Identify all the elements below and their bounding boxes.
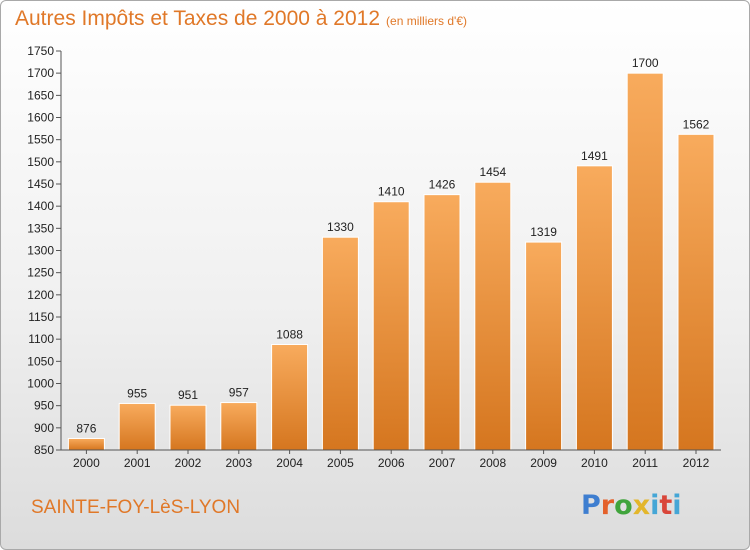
bar-2010 — [575, 165, 613, 451]
bar-2011 — [626, 72, 664, 451]
x-tick-label: 2009 — [530, 456, 557, 470]
chart-unit: (en milliers d'€) — [386, 14, 468, 28]
y-tick-label: 1300 — [27, 244, 54, 258]
x-tick-label: 2011 — [632, 456, 658, 470]
x-tick-label: 2000 — [73, 456, 100, 470]
bar-value-label: 1491 — [581, 149, 608, 163]
y-tick-label: 1400 — [27, 199, 54, 213]
x-tick-label: 2007 — [429, 456, 456, 470]
x-tick-label: 2004 — [276, 456, 303, 470]
logo-letter: i — [650, 490, 660, 521]
y-tick-label: 1250 — [27, 266, 54, 280]
y-tick-label: 1600 — [27, 111, 54, 125]
x-tick-label: 2008 — [479, 456, 506, 470]
x-tick-label: 2003 — [225, 456, 252, 470]
x-axis: 2000 2001 2002 2003 2004 2005 2006 2007 2008 2009… — [61, 449, 721, 470]
bar-value-label: 1426 — [429, 178, 456, 192]
x-tick-label: 2012 — [683, 456, 710, 470]
bar-2008 — [474, 181, 512, 451]
y-tick-label: 900 — [34, 421, 54, 435]
bar-value-label: 1562 — [683, 117, 710, 131]
bar-2009 — [525, 241, 563, 451]
y-tick-label: 1050 — [27, 354, 54, 368]
bar-value-label: 876 — [76, 421, 96, 435]
bar-2007 — [423, 194, 461, 451]
x-tick-label: 2005 — [327, 456, 354, 470]
city-name: SAINTE-FOY-LèS-LYON — [31, 497, 241, 518]
x-tick-label: 2006 — [378, 456, 405, 470]
chart-title-text: Autres Impôts et Taxes de 2000 à 2012 — [15, 7, 381, 30]
bars: 876 955 951 957 1088 1330 1410 1426 1454 1319 1491… — [67, 56, 715, 451]
bar-value-label: 1088 — [276, 327, 303, 341]
bar-value-label: 1410 — [378, 185, 405, 199]
x-tick-label: 2002 — [175, 456, 202, 470]
y-tick-label: 1700 — [27, 66, 54, 80]
bar-2012 — [677, 133, 715, 451]
proxiti-logo: Proxiti — [581, 490, 682, 521]
bar-2003 — [220, 402, 258, 451]
bar-2001 — [118, 402, 156, 451]
bar-value-label: 1454 — [479, 165, 506, 179]
y-axis: 850 900 950 1000 1050 1100 1150 1200 1250 1300 135… — [27, 44, 62, 457]
y-tick-label: 1150 — [28, 310, 54, 324]
y-tick-label: 1000 — [27, 377, 54, 391]
y-tick-label: 1550 — [27, 133, 54, 147]
y-tick-label: 1650 — [27, 88, 54, 102]
y-tick-label: 1350 — [27, 221, 54, 235]
bar-value-label: 957 — [229, 386, 249, 400]
y-tick-label: 1450 — [27, 177, 54, 191]
y-tick-label: 1500 — [27, 155, 54, 169]
chart-title: Autres Impôts et Taxes de 2000 à 2012 (en… — [15, 7, 467, 31]
bar-2002 — [169, 404, 207, 451]
y-tick-label: 1750 — [27, 44, 54, 58]
x-tick-label: 2001 — [124, 456, 151, 470]
y-tick-label: 1200 — [27, 288, 54, 302]
bar-value-label: 1330 — [327, 220, 354, 234]
bar-value-label: 1319 — [530, 225, 557, 239]
y-tick-label: 850 — [34, 443, 54, 457]
bar-2006 — [372, 201, 410, 451]
bar-2005 — [321, 236, 359, 451]
logo-letter: x — [632, 490, 651, 521]
bar-value-label: 1700 — [632, 56, 659, 70]
bar-value-label: 951 — [178, 388, 198, 402]
logo-letter: P — [581, 490, 601, 521]
bar-2004 — [271, 343, 309, 451]
bar-value-label: 955 — [127, 386, 147, 400]
bar-2000 — [67, 437, 105, 451]
x-tick-label: 2010 — [581, 456, 608, 470]
logo-letter: r — [600, 490, 615, 521]
y-tick-label: 1100 — [28, 332, 54, 346]
logo-letter: i — [672, 490, 682, 521]
logo-letter: o — [614, 490, 633, 521]
y-tick-label: 950 — [34, 399, 54, 413]
logo-letter: t — [659, 490, 673, 521]
